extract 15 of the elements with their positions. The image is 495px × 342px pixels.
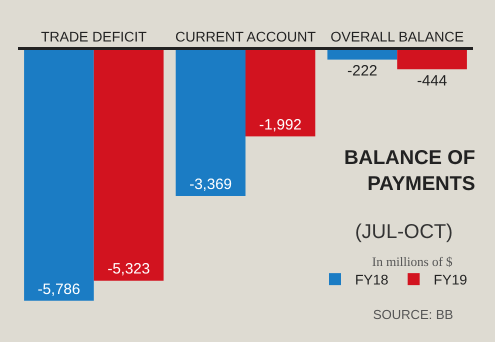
x-tick-label: OVERALL BALANCE (330, 28, 464, 44)
legend-label: FY19 (434, 272, 468, 288)
x-tick-label: TRADE DEFICIT (40, 28, 148, 44)
data-label: -444 (417, 72, 448, 90)
legend-label: FY18 (355, 272, 389, 288)
data-label: -222 (347, 62, 378, 80)
x-tick-label: CURRENT ACCOUNT (175, 28, 316, 44)
text: (JUL-OCT) (355, 221, 453, 243)
data-label: -3,369 (189, 176, 232, 194)
data-label: -5,786 (38, 280, 80, 298)
text: BALANCE OF PAYMENTS (344, 147, 476, 196)
data-label: -5,323 (107, 260, 150, 278)
annotation: In millions of $ (372, 254, 454, 269)
data-label: -1,992 (259, 116, 302, 134)
source-note: SOURCE: BB (373, 307, 454, 322)
